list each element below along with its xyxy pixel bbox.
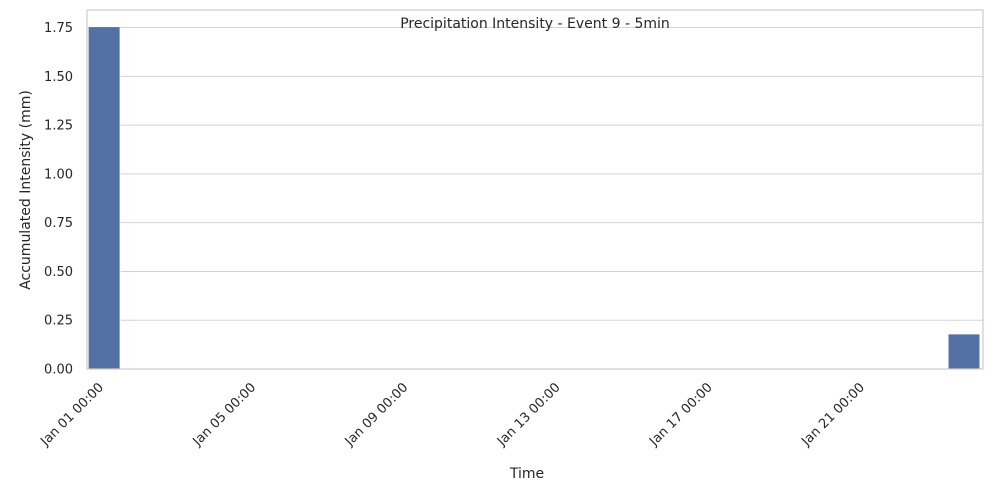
plot-frame (86, 9, 984, 370)
y-axis-label: Accumulated Intensity (mm) (18, 90, 34, 290)
x-tick-label: Jan 01 00:00 (37, 380, 107, 450)
bars-layer (87, 26, 981, 370)
x-tick-label: Jan 21 00:00 (798, 380, 868, 450)
bar (87, 26, 121, 370)
x-tick-label: Jan 13 00:00 (494, 380, 564, 450)
x-tick-label: Jan 17 00:00 (646, 380, 716, 450)
y-tick-label: 1.00 (44, 167, 73, 182)
x-axis-ticks: Jan 01 00:00 Jan 05 00:00 Jan 09 00:00 Jan … (37, 380, 867, 450)
y-tick-label: 0.75 (44, 216, 73, 231)
x-tick-label: Jan 09 00:00 (342, 380, 412, 450)
y-tick-label: 0.50 (44, 265, 73, 280)
x-tick-label: Jan 05 00:00 (190, 380, 260, 450)
grid-layer (87, 27, 983, 370)
y-axis-ticks: 0.00 0.25 0.50 0.75 1.00 1.25 1.50 1.75 (44, 21, 73, 377)
y-tick-label: 0.25 (44, 314, 73, 329)
bar (947, 333, 981, 370)
y-tick-label: 1.75 (44, 21, 73, 36)
y-tick-label: 1.50 (44, 70, 73, 85)
y-tick-label: 0.00 (44, 363, 73, 378)
chart-title: Precipitation Intensity - Event 9 - 5min (400, 16, 670, 32)
x-axis-label: Time (509, 466, 544, 482)
y-tick-label: 1.25 (44, 119, 73, 134)
